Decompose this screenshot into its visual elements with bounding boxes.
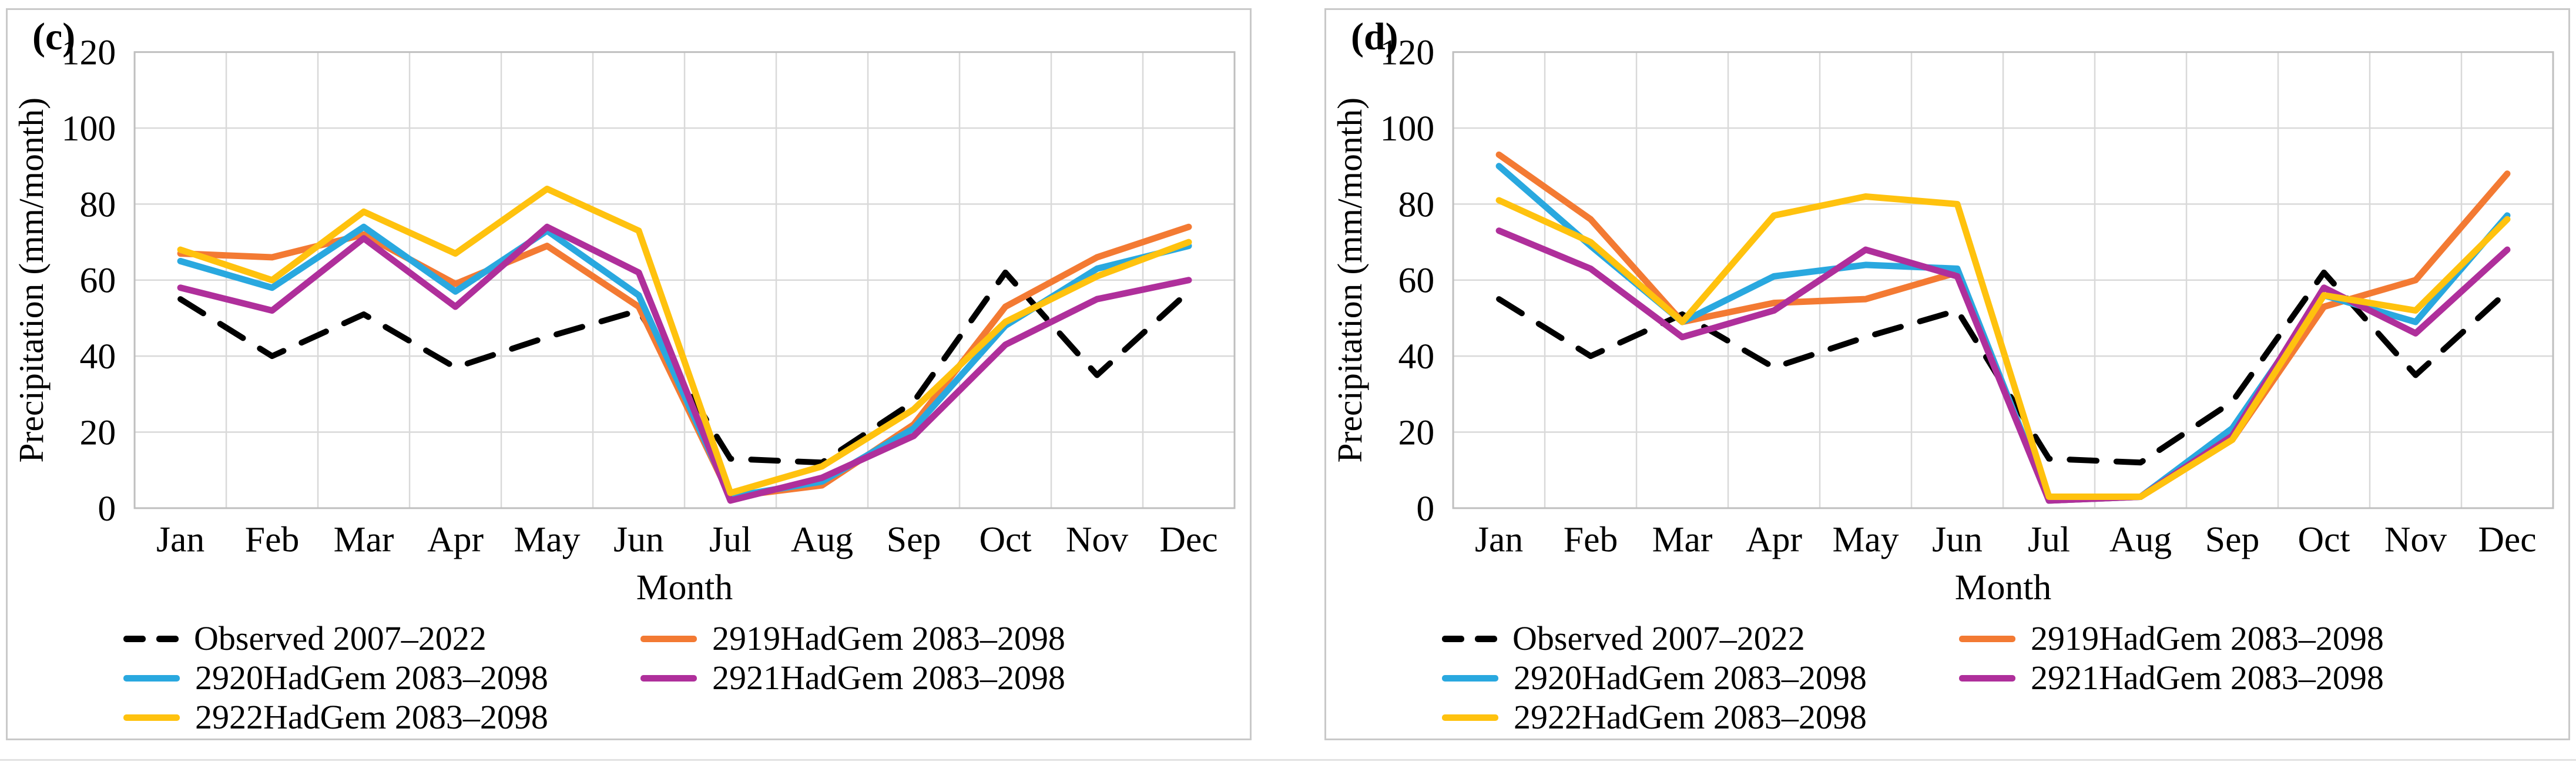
y-tick-labels: 0 20 40 60 80 100 120 — [62, 33, 116, 529]
legend-label: 2922HadGem 2083–2098 — [195, 697, 548, 736]
svg-text:Nov: Nov — [1066, 520, 1128, 560]
plot-border — [133, 51, 1236, 509]
svg-text:100: 100 — [62, 109, 116, 149]
gridlines — [1452, 51, 2554, 509]
legend-item-2919hadgem: 2919HadGem 2083–2098 — [1959, 619, 2453, 657]
legend-item-observed: Observed 2007–2022 — [123, 619, 617, 657]
svg-text:Jun: Jun — [1932, 520, 1983, 560]
series-line-2921hadgem-2083–2098 — [177, 223, 1192, 504]
svg-text:60: 60 — [1398, 261, 1435, 301]
svg-text:Jan: Jan — [1475, 520, 1523, 560]
legend-label: 2919HadGem 2083–2098 — [712, 619, 1065, 657]
legend-label: 2919HadGem 2083–2098 — [2031, 619, 2384, 657]
svg-text:60: 60 — [80, 261, 116, 301]
series-2922-marker — [1442, 714, 1498, 721]
plot-border — [1452, 51, 2554, 509]
legend-item-2922hadgem: 2922HadGem 2083–2098 — [1442, 697, 1936, 736]
y-axis-title: Precipitation (mm/month) — [1330, 98, 1369, 463]
legend-item-2921hadgem: 2921HadGem 2083–2098 — [640, 660, 1134, 696]
svg-text:Dec: Dec — [2478, 520, 2536, 560]
series-line-observed-2007–2022 — [177, 269, 1192, 466]
series-2919-marker — [1959, 635, 2015, 642]
y-tick-labels: 0 20 40 60 80 100 120 — [1380, 33, 1435, 529]
svg-text:20: 20 — [1398, 412, 1435, 452]
page-bottom-divider — [0, 759, 2576, 761]
svg-text:Aug: Aug — [2109, 520, 2172, 560]
svg-text:120: 120 — [62, 33, 116, 73]
svg-text:Dec: Dec — [1159, 520, 1217, 560]
series-2921-marker — [640, 674, 697, 682]
panel-c: 0 20 40 60 80 100 120 Jan Feb Mar Apr May Jun Jul Aug S… — [6, 8, 1252, 740]
legend-item-2922hadgem: 2922HadGem 2083–2098 — [123, 697, 617, 736]
series-line-2922hadgem-2083–2098 — [1495, 193, 2511, 500]
svg-text:May: May — [1833, 520, 1899, 560]
legend-label: Observed 2007–2022 — [1512, 619, 1805, 657]
chart-c: 0 20 40 60 80 100 120 Jan Feb Mar Apr May Jun Jul Aug S… — [12, 33, 1236, 607]
svg-text:Feb: Feb — [245, 520, 300, 560]
observed-dashed-marker — [123, 635, 179, 642]
svg-text:Sep: Sep — [2205, 520, 2260, 560]
series-2921-marker — [1959, 674, 2015, 682]
legend-item-2921hadgem: 2921HadGem 2083–2098 — [1959, 660, 2453, 696]
legend-item-2920hadgem: 2920HadGem 2083–2098 — [1442, 660, 1936, 696]
svg-text:May: May — [514, 520, 581, 560]
svg-text:Oct: Oct — [979, 520, 1031, 560]
series-2920-marker — [1442, 674, 1498, 682]
svg-text:Jul: Jul — [2028, 520, 2070, 560]
svg-text:0: 0 — [98, 489, 116, 529]
panel-d-label: (d) — [1351, 15, 1398, 58]
legend-label: 2921HadGem 2083–2098 — [712, 658, 1065, 697]
legend-item-2920hadgem: 2920HadGem 2083–2098 — [123, 660, 617, 696]
y-axis-title: Precipitation (mm/month) — [12, 98, 51, 463]
chart-d: 0 20 40 60 80 100 120 Jan Feb Mar Apr May Jun Jul Aug S… — [1330, 33, 2554, 607]
svg-text:Jun: Jun — [613, 520, 664, 560]
gridlines — [133, 51, 1236, 509]
svg-text:Feb: Feb — [1564, 520, 1618, 560]
x-axis-title: Month — [636, 568, 733, 607]
svg-text:0: 0 — [1416, 489, 1434, 529]
legend-label: 2920HadGem 2083–2098 — [1514, 658, 1867, 697]
svg-text:40: 40 — [80, 337, 116, 377]
svg-text:120: 120 — [1380, 33, 1435, 73]
legend-item-observed: Observed 2007–2022 — [1442, 619, 1936, 657]
observed-dashed-marker — [1442, 635, 1497, 642]
panel-d: 0 20 40 60 80 100 120 Jan Feb Mar Apr May Jun Jul Aug S… — [1324, 8, 2570, 740]
svg-text:Jul: Jul — [709, 520, 752, 560]
svg-text:Sep: Sep — [887, 520, 941, 560]
series-2919-marker — [640, 635, 697, 642]
svg-text:Mar: Mar — [1652, 520, 1713, 560]
x-tick-labels: Jan Feb Mar Apr May Jun Jul Aug Sep Oct Nov Dec — [156, 520, 1218, 560]
legend-c: Observed 2007–2022 2919HadGem 2083–2098 … — [8, 619, 1250, 736]
series-2922-marker — [123, 714, 180, 721]
legend-label: 2922HadGem 2083–2098 — [1514, 697, 1867, 736]
legend-item-2919hadgem: 2919HadGem 2083–2098 — [640, 619, 1134, 657]
x-axis-title: Month — [1955, 568, 2052, 607]
svg-text:100: 100 — [1380, 109, 1435, 149]
legend-d: Observed 2007–2022 2919HadGem 2083–2098 … — [1326, 619, 2568, 736]
svg-text:Nov: Nov — [2384, 520, 2447, 560]
legend-label: 2921HadGem 2083–2098 — [2031, 658, 2384, 697]
svg-text:Jan: Jan — [156, 520, 204, 560]
svg-text:80: 80 — [1398, 184, 1435, 224]
legend-label: Observed 2007–2022 — [194, 619, 487, 657]
svg-text:Aug: Aug — [791, 520, 853, 560]
svg-text:20: 20 — [80, 412, 116, 452]
series-line-observed-2007–2022 — [1496, 269, 2510, 466]
series-line-2922hadgem-2083–2098 — [177, 186, 1192, 496]
svg-text:Apr: Apr — [1746, 520, 1802, 560]
svg-text:Mar: Mar — [334, 520, 394, 560]
legend-label: 2920HadGem 2083–2098 — [195, 658, 548, 697]
panel-c-label: (c) — [32, 15, 76, 58]
svg-text:80: 80 — [80, 184, 116, 224]
svg-text:Oct: Oct — [2297, 520, 2350, 560]
x-tick-labels: Jan Feb Mar Apr May Jun Jul Aug Sep Oct Nov Dec — [1475, 520, 2537, 560]
svg-text:Apr: Apr — [427, 520, 484, 560]
series-2920-marker — [123, 674, 180, 682]
svg-text:40: 40 — [1398, 337, 1435, 377]
